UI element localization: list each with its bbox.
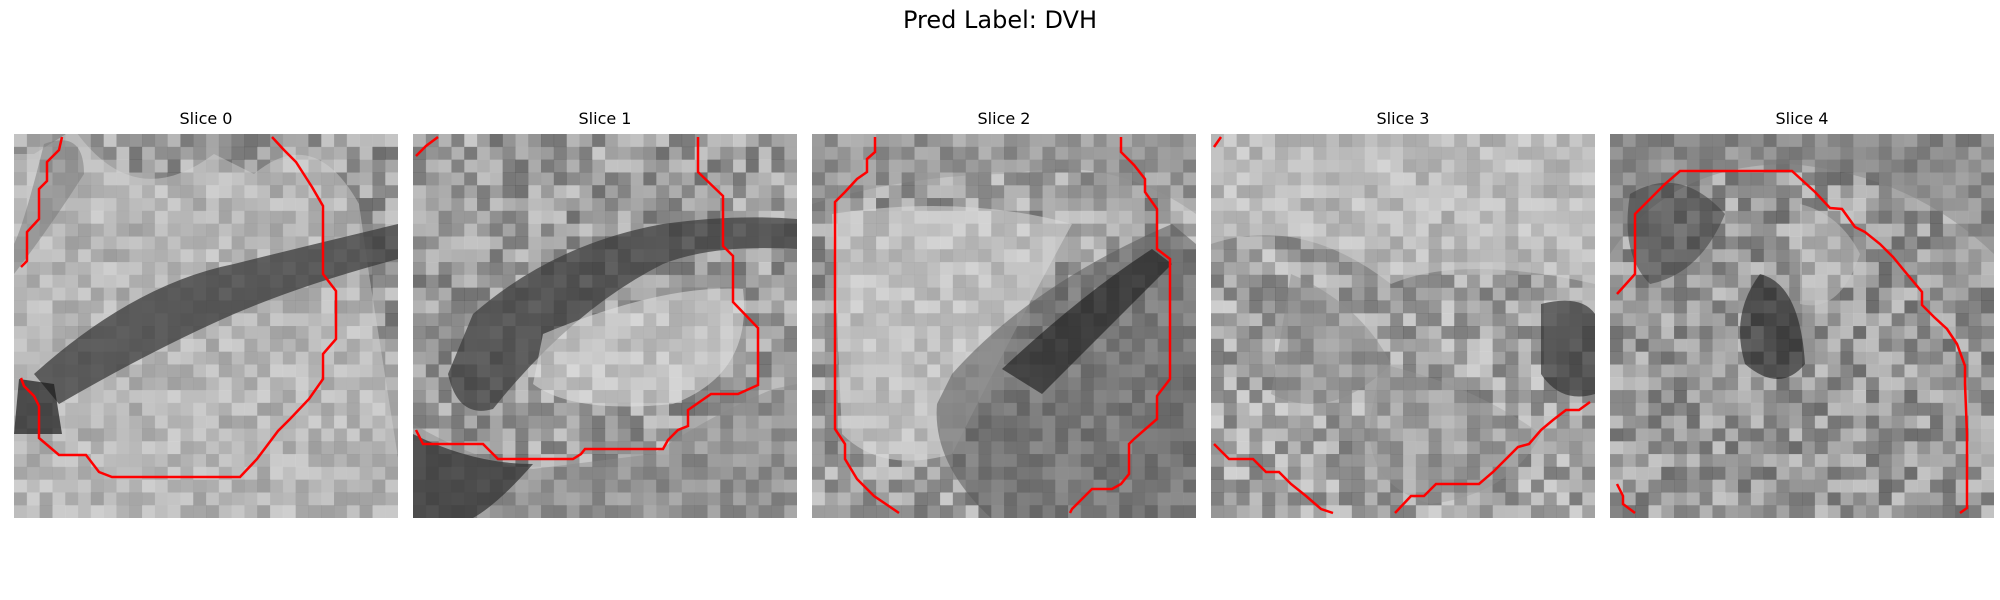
contour-line <box>414 137 760 461</box>
texture <box>14 134 398 518</box>
slice-title: Slice 0 <box>179 109 233 128</box>
slice-image <box>1211 134 1595 518</box>
contour-line <box>19 136 338 479</box>
contour-line <box>1615 483 1636 514</box>
slice-image <box>812 134 1196 518</box>
contour-line <box>1068 137 1172 514</box>
contour-line <box>20 136 64 268</box>
slice-title: Slice 4 <box>1775 109 1829 128</box>
contour-line <box>1616 169 1969 515</box>
figure-title: Pred Label: DVH <box>902 6 1097 34</box>
contour-line <box>415 136 439 157</box>
contour-line <box>1213 443 1334 515</box>
contour-line <box>1394 400 1591 514</box>
slice-image <box>413 134 797 518</box>
slice-title: Slice 1 <box>578 109 632 128</box>
slice-image <box>1610 134 1994 518</box>
contour-line <box>1212 136 1223 148</box>
slice-title: Slice 3 <box>1376 109 1430 128</box>
slice-image <box>14 134 398 518</box>
contour-line <box>833 137 900 515</box>
slice-title: Slice 2 <box>977 109 1031 128</box>
